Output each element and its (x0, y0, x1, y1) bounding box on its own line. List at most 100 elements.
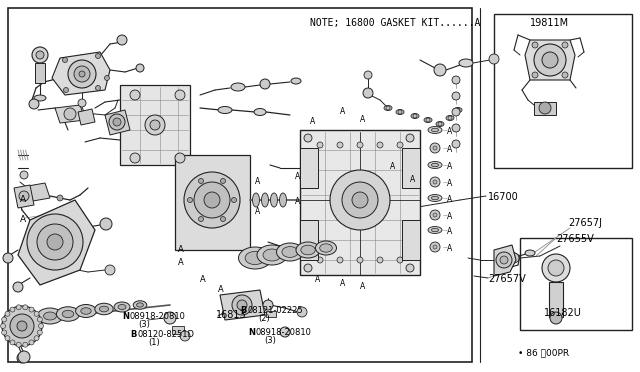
Text: A: A (255, 177, 260, 186)
Ellipse shape (95, 303, 113, 315)
Ellipse shape (431, 196, 438, 200)
Text: (2): (2) (258, 314, 269, 323)
Circle shape (10, 307, 15, 312)
Ellipse shape (316, 241, 337, 255)
Circle shape (32, 47, 48, 63)
Text: A: A (447, 212, 452, 221)
Circle shape (104, 76, 109, 80)
Text: A: A (447, 179, 452, 188)
Text: (3): (3) (264, 336, 276, 345)
Text: NOTE; 16800 GASKET KIT......A: NOTE; 16800 GASKET KIT......A (310, 18, 481, 28)
Circle shape (397, 257, 403, 263)
Ellipse shape (428, 227, 442, 234)
Ellipse shape (56, 307, 79, 321)
Bar (79, 65, 85, 87)
Ellipse shape (436, 122, 444, 126)
Ellipse shape (280, 193, 287, 207)
Ellipse shape (62, 310, 74, 318)
Circle shape (36, 51, 44, 59)
Circle shape (109, 114, 125, 130)
Text: A: A (178, 258, 184, 267)
Circle shape (548, 260, 564, 276)
Bar (549, 282, 563, 317)
Bar (8, 8, 472, 362)
Circle shape (64, 108, 76, 120)
Circle shape (34, 311, 39, 316)
Text: 08121-02225: 08121-02225 (248, 306, 303, 315)
Circle shape (342, 182, 378, 218)
Circle shape (74, 66, 90, 82)
Circle shape (532, 42, 538, 48)
Ellipse shape (428, 126, 442, 134)
Polygon shape (14, 185, 34, 208)
Circle shape (433, 213, 437, 217)
Circle shape (532, 72, 538, 78)
Ellipse shape (301, 245, 316, 255)
Circle shape (317, 257, 323, 263)
Ellipse shape (133, 301, 147, 309)
Ellipse shape (76, 305, 97, 317)
Circle shape (117, 35, 127, 45)
Circle shape (500, 256, 508, 264)
Circle shape (363, 88, 373, 98)
Circle shape (430, 143, 440, 153)
Circle shape (1, 324, 6, 328)
Polygon shape (28, 183, 50, 201)
Circle shape (221, 217, 225, 222)
Ellipse shape (291, 78, 301, 84)
Circle shape (406, 134, 414, 142)
Circle shape (263, 300, 273, 310)
Bar (402, 220, 420, 260)
Circle shape (164, 312, 176, 324)
Circle shape (16, 342, 21, 347)
Polygon shape (105, 110, 130, 135)
Ellipse shape (459, 59, 473, 67)
Circle shape (29, 307, 34, 312)
Ellipse shape (424, 118, 432, 122)
Circle shape (194, 182, 230, 218)
Text: 27657V: 27657V (488, 274, 525, 284)
Circle shape (304, 264, 312, 272)
Text: A: A (310, 117, 316, 126)
Ellipse shape (431, 128, 438, 132)
Circle shape (29, 99, 39, 109)
Circle shape (188, 198, 193, 202)
Circle shape (232, 198, 237, 202)
Circle shape (398, 110, 402, 114)
Circle shape (337, 257, 343, 263)
Circle shape (304, 134, 312, 142)
Text: B: B (130, 330, 136, 339)
Text: • 86 ：00PR: • 86 ：00PR (518, 348, 569, 357)
Circle shape (237, 300, 247, 310)
Circle shape (57, 195, 63, 201)
Bar (175, 155, 250, 250)
Text: N: N (248, 328, 255, 337)
Circle shape (452, 92, 460, 100)
Circle shape (260, 79, 270, 89)
Circle shape (433, 146, 437, 150)
Ellipse shape (296, 242, 320, 258)
Ellipse shape (320, 244, 332, 252)
Ellipse shape (114, 302, 130, 312)
Ellipse shape (525, 250, 535, 256)
Ellipse shape (263, 249, 281, 261)
Text: A: A (340, 107, 345, 116)
Polygon shape (78, 109, 95, 125)
Circle shape (406, 264, 414, 272)
Circle shape (452, 140, 460, 148)
Polygon shape (18, 200, 95, 285)
Ellipse shape (271, 193, 278, 207)
Ellipse shape (446, 115, 454, 121)
Circle shape (68, 60, 96, 88)
Text: N: N (122, 312, 129, 321)
Circle shape (297, 307, 307, 317)
Text: A: A (447, 162, 452, 171)
Circle shape (452, 76, 460, 84)
Circle shape (430, 177, 440, 187)
Circle shape (280, 327, 290, 337)
Bar (520, 238, 632, 330)
Circle shape (78, 99, 86, 107)
Text: A: A (390, 162, 396, 171)
Polygon shape (494, 245, 516, 276)
Circle shape (413, 114, 417, 118)
